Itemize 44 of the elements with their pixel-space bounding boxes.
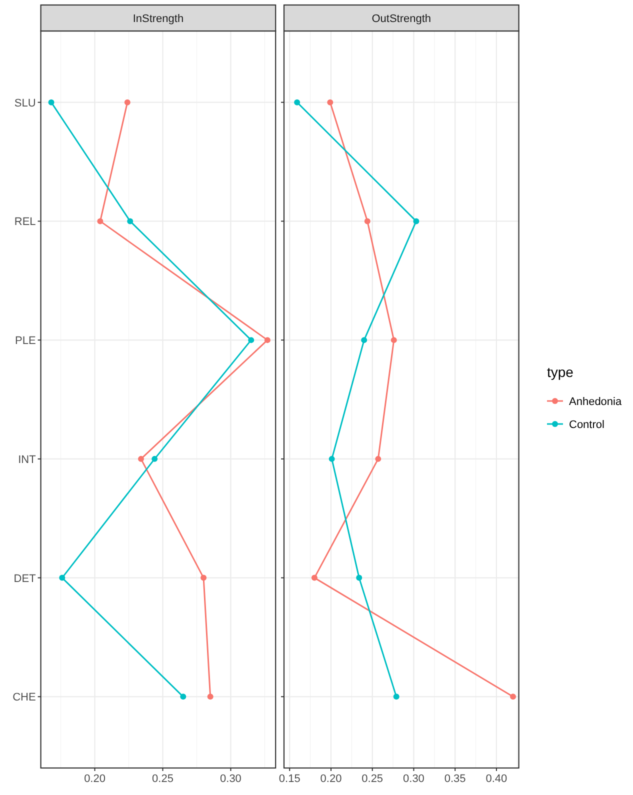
- point: [48, 99, 54, 106]
- legend-label: Control: [569, 419, 604, 431]
- point: [364, 218, 370, 224]
- x-tick-label: 0.30: [220, 773, 242, 785]
- legend-title: type: [547, 364, 574, 380]
- y-tick-label: DET: [14, 572, 36, 585]
- point: [356, 574, 362, 581]
- chart-title: OutStrength: [372, 13, 432, 25]
- y-tick-label: PLE: [15, 335, 36, 348]
- y-tick-label: SLU: [14, 97, 36, 110]
- point: [361, 337, 368, 344]
- x-tick-label: 0.30: [403, 773, 424, 785]
- x-tick-label: 0.25: [362, 773, 384, 785]
- x-tick-label: 0.25: [152, 773, 174, 785]
- point: [264, 337, 270, 344]
- point: [294, 99, 300, 106]
- x-tick-label: 0.20: [84, 773, 106, 785]
- y-tick-label: INT: [18, 454, 36, 466]
- chart-title: InStrength: [132, 13, 184, 25]
- point: [200, 574, 207, 581]
- point: [328, 456, 335, 462]
- point: [311, 574, 318, 581]
- point: [59, 574, 66, 581]
- point: [124, 99, 130, 106]
- x-tick-label: 0.20: [320, 773, 342, 785]
- point: [97, 218, 104, 224]
- legend-label: Anhedonia: [569, 396, 622, 408]
- point: [375, 456, 382, 462]
- point: [248, 337, 254, 344]
- point: [152, 456, 158, 462]
- point: [413, 218, 420, 224]
- point: [510, 694, 516, 700]
- point: [393, 694, 400, 700]
- x-tick-label: 0.35: [444, 773, 466, 785]
- point: [207, 694, 214, 700]
- point: [138, 456, 144, 462]
- x-tick-label: 0.40: [486, 773, 508, 785]
- point: [180, 694, 186, 700]
- point: [127, 218, 134, 224]
- point: [327, 99, 334, 106]
- point: [390, 337, 397, 344]
- y-tick-label: REL: [14, 216, 36, 228]
- x-tick-label: 0.15: [278, 773, 300, 785]
- y-tick-label: CHE: [12, 692, 36, 704]
